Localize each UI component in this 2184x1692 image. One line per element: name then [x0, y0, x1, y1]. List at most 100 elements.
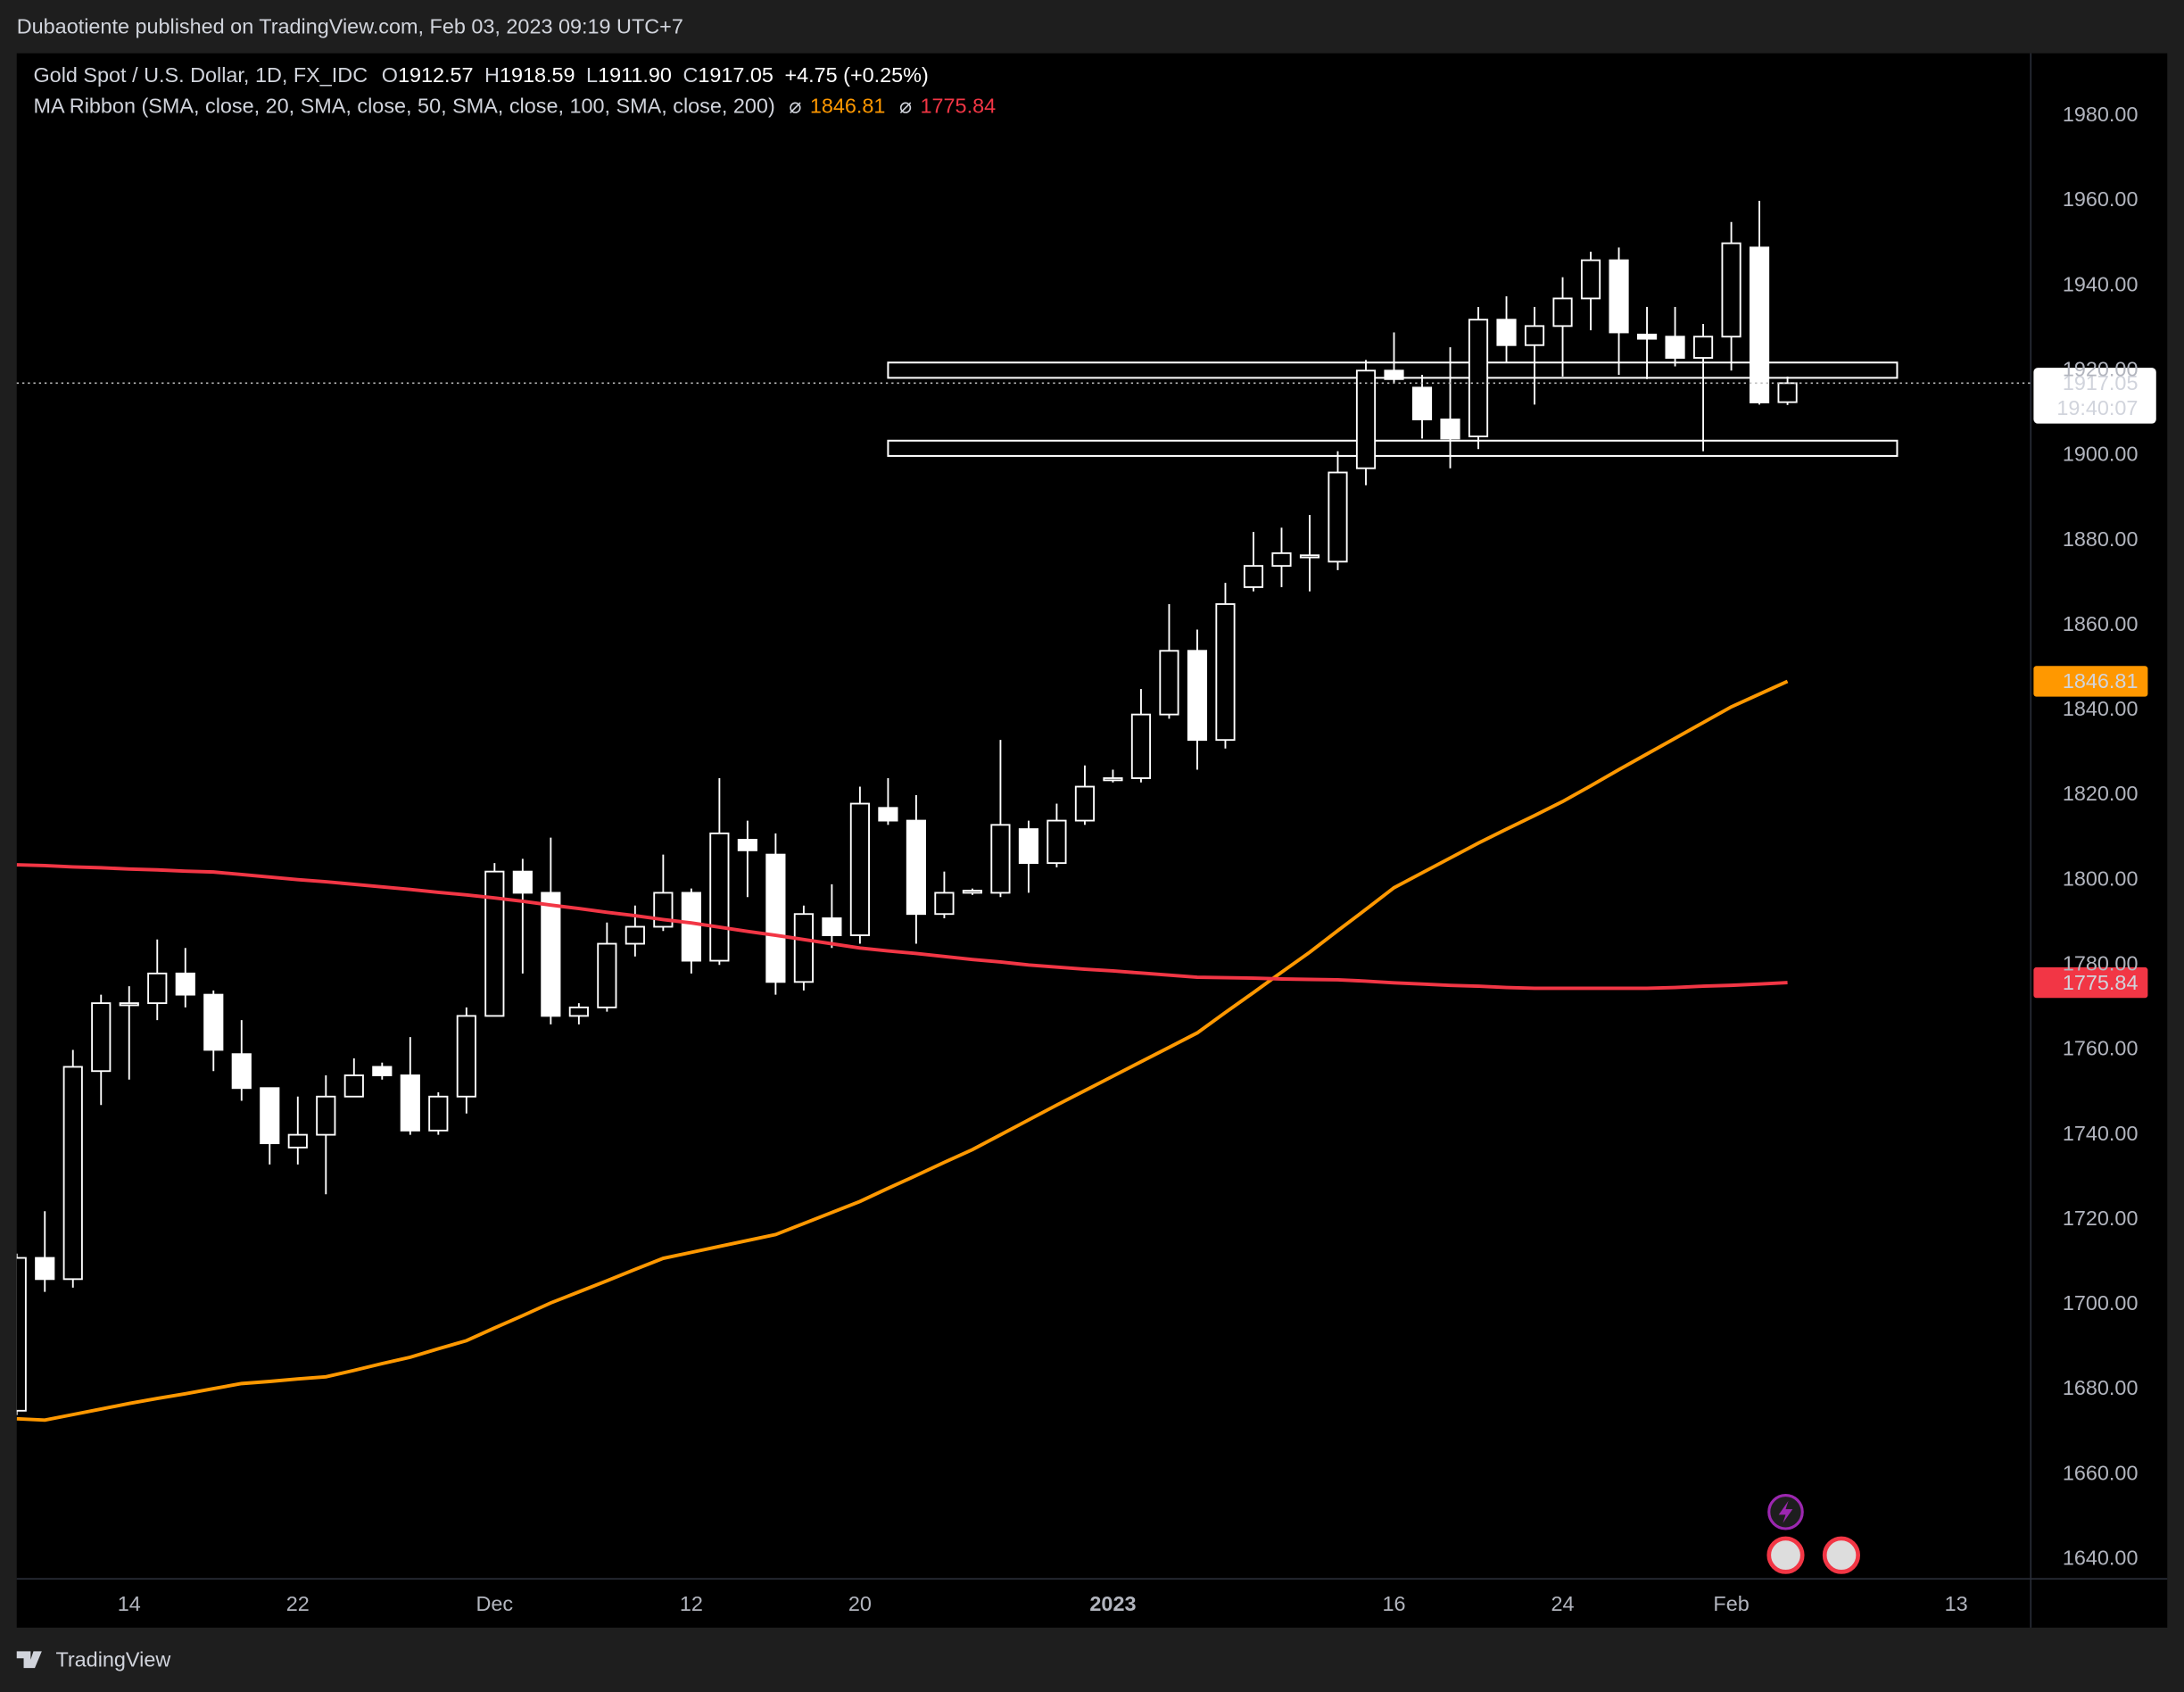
candle-body	[316, 1095, 336, 1136]
y-tick-label: 1720.00	[2063, 1207, 2138, 1230]
candle-body	[1018, 828, 1039, 865]
chart-panel	[16, 53, 2168, 1628]
legend-value: 1911.90	[598, 63, 672, 87]
candle-body	[568, 1006, 589, 1017]
legend-value: 1917.05	[698, 63, 774, 87]
candle-body	[906, 819, 926, 916]
candle-body	[260, 1087, 280, 1145]
candle-body	[1328, 471, 1348, 563]
candle-body	[990, 824, 1011, 894]
ma-price-box	[2033, 966, 2148, 999]
y-tick-label: 1780.00	[2063, 951, 2138, 975]
candle-body	[1411, 386, 1433, 420]
y-tick-label: 1960.00	[2063, 187, 2138, 211]
x-tick-label: 14	[118, 1592, 141, 1615]
ma-value: 1846.81	[810, 95, 886, 118]
ma-value: 1775.84	[921, 95, 997, 118]
y-tick-label: 1700.00	[2063, 1291, 2138, 1315]
candle-body	[1384, 369, 1404, 380]
candle-body	[16, 1257, 27, 1412]
candle-body	[1271, 552, 1292, 568]
us-flag-icon[interactable]	[1766, 1536, 1805, 1574]
candle-body	[372, 1066, 393, 1076]
indicator-legend: MA Ribbon (SMA, close, 20, SMA, close, 5…	[33, 95, 996, 118]
legend-key: L	[586, 63, 598, 87]
candle-body	[1749, 246, 1770, 403]
candle-body	[1355, 369, 1377, 469]
x-tick-label: 20	[848, 1592, 872, 1615]
y-tick-label: 1820.00	[2063, 782, 2138, 805]
candle-body	[1215, 603, 1236, 742]
y-tick-label: 1940.00	[2063, 272, 2138, 295]
y-tick-label: 1920.00	[2063, 357, 2138, 380]
candle-body	[625, 925, 645, 945]
y-tick-label: 1800.00	[2063, 867, 2138, 890]
candle-body	[62, 1066, 83, 1281]
last-price-box	[2033, 368, 2156, 424]
candle-body	[35, 1257, 55, 1281]
y-tick-label: 1640.00	[2063, 1547, 2138, 1570]
candle-body	[428, 1095, 449, 1132]
x-tick-label: 13	[1945, 1592, 1968, 1615]
y-tick-label: 1680.00	[2063, 1376, 2138, 1399]
candle-body	[512, 870, 533, 894]
candle-body	[878, 807, 898, 822]
candle-body	[1159, 650, 1179, 716]
x-tick-label: Dec	[476, 1592, 514, 1615]
candle-body	[709, 832, 730, 962]
candle-body	[175, 972, 195, 996]
x-tick-label: 22	[286, 1592, 310, 1615]
ma-line	[16, 863, 1788, 991]
candle-body	[1524, 325, 1545, 346]
ma-line	[16, 679, 1789, 1422]
candle-body	[287, 1133, 308, 1149]
candle-body	[484, 870, 505, 1017]
brand: TradingView	[55, 1648, 170, 1671]
y-tick-label: 1880.00	[2063, 527, 2138, 551]
candle-body	[934, 892, 955, 916]
candle-body	[203, 993, 224, 1051]
candle-body	[1580, 259, 1601, 300]
candle-body	[1103, 777, 1123, 782]
candle-body	[1692, 336, 1714, 359]
candle-body	[1496, 319, 1517, 346]
candle-body	[1609, 259, 1629, 334]
symbol: Gold Spot / U.S. Dollar, 1D, FX_IDC	[33, 63, 368, 87]
indicator-symbol: ⌀	[899, 95, 912, 118]
candle-body	[1552, 297, 1573, 328]
zone-box	[887, 439, 1899, 457]
y-tick-label: 1860.00	[2063, 612, 2138, 635]
indicator-symbol: ⌀	[789, 95, 801, 118]
candle-body	[1777, 382, 1798, 403]
published-note: Dubaotiente published on TradingView.com…	[17, 15, 683, 38]
ma-price-label: 1775.84	[2063, 971, 2138, 994]
us-flag-icon[interactable]	[1822, 1536, 1861, 1574]
candle-body	[541, 892, 561, 1017]
candle-body	[1046, 819, 1067, 865]
plot-area	[16, 201, 1899, 1422]
legend-key: H	[484, 63, 500, 87]
candle-body	[793, 913, 814, 983]
candle-body	[119, 1002, 139, 1007]
candle-body	[147, 972, 168, 1005]
last-price-label: 1917.05	[2063, 371, 2138, 394]
candle-body	[1243, 565, 1264, 588]
candle-body	[1299, 554, 1320, 559]
ma-price-label: 1846.81	[2063, 669, 2138, 693]
lightning-glyph	[1778, 1500, 1793, 1523]
candle-body	[1130, 713, 1152, 779]
x-tick-label: 24	[1551, 1592, 1575, 1615]
symbol-legend: Gold Spot / U.S. Dollar, 1D, FX_IDC O1912…	[33, 63, 928, 87]
logo-mark	[16, 1651, 42, 1669]
candle-body	[822, 917, 842, 936]
x-tick-label: 12	[680, 1592, 703, 1615]
candle-body	[849, 802, 870, 936]
candle-body	[400, 1074, 420, 1132]
candle-body	[681, 892, 701, 962]
y-tick-label: 1740.00	[2063, 1122, 2138, 1145]
candle-body	[1187, 650, 1208, 742]
legend-key: C	[682, 63, 698, 87]
